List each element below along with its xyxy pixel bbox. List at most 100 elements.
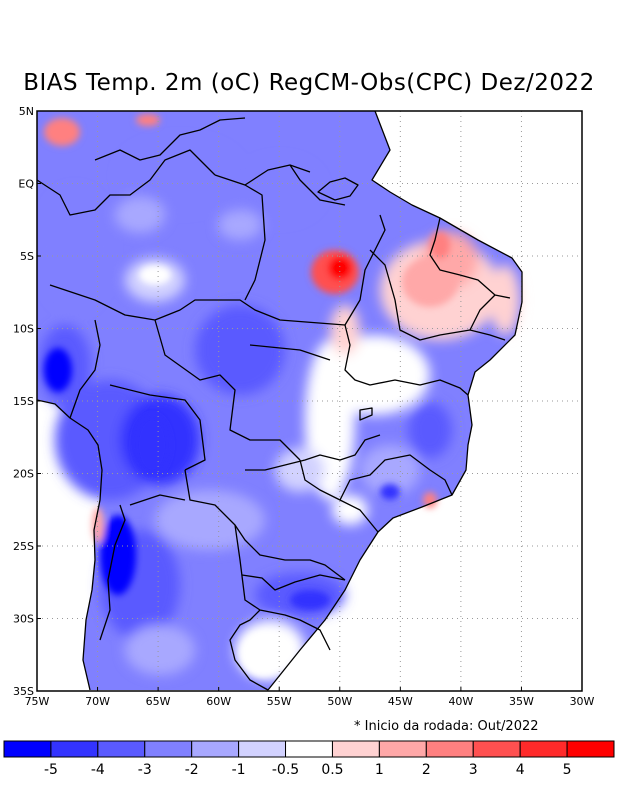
colorbar-label: 3 — [469, 762, 478, 778]
border-line — [94, 117, 246, 161]
border-line — [241, 574, 346, 591]
colorbar-label: -5 — [44, 762, 58, 778]
bias-core — [44, 348, 72, 392]
bias-patch — [195, 305, 285, 395]
bias-patch — [490, 265, 520, 335]
bias-core — [423, 492, 437, 508]
bias-core — [240, 633, 284, 677]
bias-patch — [40, 190, 110, 310]
border-line — [184, 469, 346, 581]
latitude-label: 25S — [13, 540, 34, 553]
border-line — [244, 184, 266, 301]
colorbar-segment — [519, 740, 568, 758]
border-line — [344, 214, 386, 326]
bias-core — [92, 507, 104, 543]
longitude-label: 65W — [146, 695, 171, 708]
bias-patch — [275, 448, 325, 492]
colorbar-segment — [425, 740, 474, 758]
colorbar-segment — [3, 740, 52, 758]
colorbar-label: 0.5 — [321, 762, 343, 778]
longitude-label: 30W — [570, 695, 595, 708]
bias-patch — [155, 490, 265, 550]
latitude-label: 15S — [13, 395, 34, 408]
bias-patch — [330, 305, 360, 355]
colorbar-segment — [238, 740, 287, 758]
bias-patch — [125, 625, 195, 675]
colorbar-segment — [97, 740, 146, 758]
latitude-label: 10S — [13, 323, 34, 336]
latitude-label: 5N — [19, 105, 34, 118]
border-line — [245, 434, 381, 471]
latitude-label: 30S — [13, 613, 34, 626]
bias-patch — [332, 495, 368, 525]
border-line — [344, 324, 469, 396]
border-line — [129, 494, 186, 506]
bias-core — [290, 590, 330, 610]
amazon-delta — [317, 177, 359, 201]
colorbar-label: -1 — [232, 762, 246, 778]
colorbar — [3, 740, 615, 758]
colorbar-label: 5 — [563, 762, 572, 778]
border-line — [299, 459, 379, 533]
country-borders — [37, 111, 523, 691]
run-start-note: * Inicio da rodada: Out/2022 — [354, 719, 539, 734]
colorbar-label: 4 — [516, 762, 525, 778]
colorbar-label: -3 — [138, 762, 152, 778]
colorbar-labels: -5 -4 -3 -2 -1 -0.5 0.5 1 2 3 4 5 — [44, 762, 572, 778]
border-line — [229, 609, 269, 691]
border-line — [99, 504, 126, 641]
border-line — [469, 294, 496, 331]
bias-core — [134, 415, 170, 475]
border-line — [429, 217, 511, 299]
border-line — [49, 284, 346, 326]
border-line — [359, 407, 373, 421]
colorbar-segment — [472, 740, 521, 758]
latitude-label: 35S — [13, 685, 34, 698]
latitude-label: EQ — [18, 178, 34, 191]
colorbar-label: -2 — [185, 762, 199, 778]
map-title: BIAS Temp. 2m (oC) RegCM-Obs(CPC) Dez/20… — [23, 70, 595, 96]
colorbar-segment — [378, 740, 427, 758]
longitude-label: 55W — [267, 695, 292, 708]
longitude-label: 60W — [206, 695, 231, 708]
bias-core — [136, 114, 160, 126]
colorbar-segment — [144, 740, 193, 758]
colorbar-label: 1 — [375, 762, 384, 778]
longitude-label: 50W — [327, 695, 352, 708]
temperature-bias-field — [37, 111, 522, 690]
border-line — [69, 319, 101, 419]
longitude-axis-labels: 75W 70W 65W 60W 55W 50W 45W 40W 35W 30W — [25, 687, 595, 708]
colorbar-segment — [331, 740, 380, 758]
latitude-label: 20S — [13, 468, 34, 481]
border-line — [37, 149, 216, 216]
bias-patch — [360, 445, 420, 495]
latitude-axis-labels: 5N EQ 5S 10S 15S 20S 25S 30S 35S — [13, 105, 41, 698]
border-line — [289, 164, 346, 206]
bias-core — [139, 265, 171, 285]
colorbar-segment — [566, 740, 615, 758]
bias-patch — [240, 160, 320, 220]
colorbar-label: -0.5 — [272, 762, 299, 778]
border-line — [214, 164, 311, 186]
border-line — [249, 344, 331, 361]
latitude-label: 5S — [20, 250, 34, 263]
colorbar-segment — [285, 740, 333, 758]
bias-core — [380, 484, 400, 500]
lat-lon-grid — [37, 111, 582, 691]
colorbar-label: 2 — [422, 762, 431, 778]
bias-patch — [408, 402, 452, 458]
border-line — [109, 384, 206, 471]
border-line — [234, 524, 331, 651]
bias-core — [328, 256, 352, 280]
border-line — [369, 249, 506, 341]
colorbar-label: -4 — [91, 762, 105, 778]
colorbar-segment — [191, 740, 240, 758]
border-line — [339, 454, 453, 501]
bias-patch — [218, 210, 262, 240]
longitude-label: 75W — [25, 695, 50, 708]
bias-patch — [115, 197, 165, 233]
colorbar-segment — [50, 740, 99, 758]
coastline — [267, 111, 523, 691]
longitude-label: 35W — [509, 695, 534, 708]
